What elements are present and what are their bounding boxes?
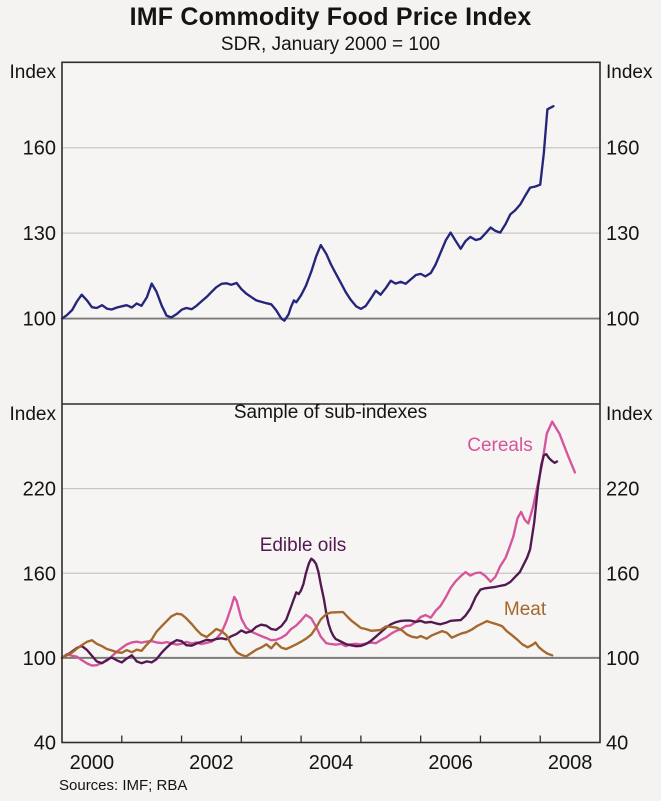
chart-title: IMF Commodity Food Price Index	[129, 3, 532, 31]
series-label-meat: Meat	[503, 599, 547, 620]
series-label-edible-oils: Edible oils	[259, 535, 347, 556]
y-tick-label: 100	[606, 309, 639, 331]
y-tick-label: 160	[23, 563, 56, 585]
y-tick-label: 130	[23, 223, 56, 245]
bottom-panel-title: Sample of sub-indexes	[233, 402, 428, 423]
y-tick-label: 160	[606, 563, 639, 585]
series-line-food-price-index	[60, 105, 555, 322]
y-tick-label: 160	[23, 138, 56, 160]
sources-note: Sources: IMF; RBA	[59, 777, 188, 794]
series-line-meat	[60, 610, 554, 660]
y-axis-unit-bottom-left: Index	[9, 404, 56, 425]
series-line-edible-oils	[60, 452, 559, 665]
plot-frame	[61, 61, 601, 744]
x-tick-label: 2006	[428, 752, 473, 774]
outer-frame	[61, 61, 601, 744]
axis-ticks	[121, 735, 541, 743]
gridlines	[62, 147, 600, 659]
y-tick-label: 100	[23, 309, 56, 331]
y-tick-label: 160	[606, 138, 639, 160]
series-label-cereals: Cereals	[467, 435, 533, 456]
y-tick-label: 40	[34, 733, 56, 755]
y-tick-label: 40	[606, 733, 628, 755]
axis-tick-labels: 100 100 130 130 160 160 40 40 100 100 160 160 220 220…	[23, 138, 640, 774]
x-tick-label: 2002	[189, 752, 234, 774]
y-tick-label: 100	[23, 648, 56, 670]
y-axis-unit-top-right: Index	[606, 62, 653, 83]
chart-subtitle: SDR, January 2000 = 100	[220, 34, 441, 55]
y-tick-label: 220	[23, 479, 56, 501]
x-tick-label: 2008	[548, 752, 593, 774]
data-series	[60, 105, 577, 667]
y-tick-label: 130	[606, 223, 639, 245]
x-tick-label: 2004	[309, 752, 354, 774]
x-tick-label: 2000	[70, 752, 115, 774]
y-axis-unit-top-left: Index	[9, 62, 56, 83]
y-tick-label: 100	[606, 648, 639, 670]
y-tick-label: 220	[606, 479, 639, 501]
y-axis-unit-bottom-right: Index	[606, 404, 653, 425]
